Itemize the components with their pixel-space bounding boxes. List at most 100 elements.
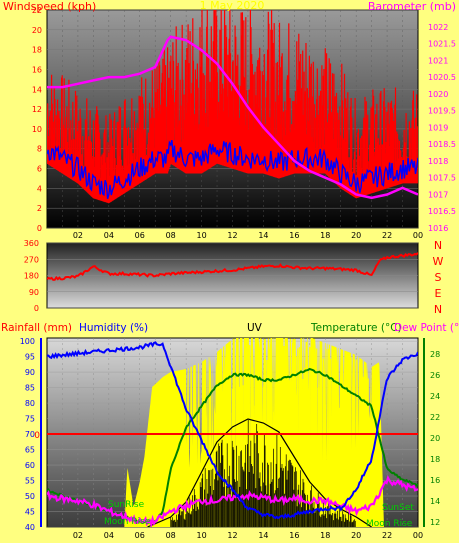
uv-label: UV: [247, 322, 263, 334]
time-tick-label: 10: [196, 531, 206, 540]
wind-tick-label: 6: [37, 165, 42, 174]
dewpoint-line: [47, 474, 418, 527]
direction-tick-label: 270: [24, 255, 39, 264]
compass-labels: N W S E N: [433, 239, 444, 316]
humidity-tick-label: 85: [25, 384, 35, 393]
time-tick-label: 18: [320, 231, 330, 240]
wind-tick-label: 18: [32, 46, 42, 55]
temperature-tick-label: 18: [430, 455, 440, 464]
humidity-tick-label: 45: [25, 508, 35, 517]
humidity-tick-label: 95: [25, 353, 35, 362]
humidity-tick-label: 90: [25, 368, 35, 377]
barometer-tick-label: 1016: [428, 224, 448, 233]
time-tick-label: 04: [104, 531, 114, 540]
barometer-axis-ticks: 1016 1016.5 1017 1017.5 1018 1018.5 1019 1019.5…: [428, 23, 456, 233]
humidity-tick-label: 55: [25, 477, 35, 486]
wind-tick-label: 2: [37, 204, 42, 213]
humidity-tick-label: 75: [25, 415, 35, 424]
wind-tick-label: 20: [32, 26, 42, 35]
compass-label-w: W: [433, 255, 444, 268]
time-tick-label: 22: [382, 231, 392, 240]
wind-direction-series: [47, 252, 418, 281]
humidity-tick-label: 80: [25, 399, 35, 408]
humidity-tick-label: 65: [25, 446, 35, 455]
rainfall-label: Rainfall (mm): [1, 322, 72, 334]
time-tick-label: 08: [166, 531, 176, 540]
barometer-tick-label: 1021.5: [428, 40, 456, 49]
direction-tick-label: 90: [29, 288, 39, 297]
barometer-tick-label: 1017.5: [428, 174, 456, 183]
compass-label-s: S: [435, 271, 442, 284]
time-tick-label: 18: [320, 531, 330, 540]
temperature-tick-label: 22: [430, 413, 440, 422]
compass-label-e: E: [435, 287, 442, 300]
barometer-label: Barometer (mb): [368, 0, 456, 13]
dewpoint-series: [47, 474, 418, 527]
time-tick-label: 16: [289, 531, 299, 540]
wind-tick-label: 0: [37, 224, 42, 233]
wind-direction-line: [47, 252, 418, 281]
time-tick-label: 00: [413, 531, 423, 540]
temperature-tick-label: 16: [430, 476, 440, 485]
compass-label-n-top: N: [434, 239, 442, 252]
barometer-tick-label: 1016.5: [428, 207, 456, 216]
temperature-tick-label: 28: [430, 350, 440, 359]
temperature-axis-ticks: 12 14 16 18 20 22 24 26 28: [430, 350, 440, 527]
time-tick-label: 10: [196, 231, 206, 240]
humidity-label: Humidity (%): [79, 322, 148, 334]
temperature-tick-label: 24: [430, 392, 440, 401]
time-tick-label: 02: [73, 231, 83, 240]
barometer-line: [47, 35, 418, 200]
wind-average-series: [47, 140, 418, 200]
dewpoint-label: Dew Point (°C): [394, 322, 459, 334]
moonrise-label: Moon Rise: [104, 517, 151, 527]
temperature-tick-label: 20: [430, 434, 440, 443]
time-tick-label: 02: [73, 531, 83, 540]
solar-envelope: [147, 418, 372, 527]
humidity-line: [47, 341, 418, 520]
wind-grid: [47, 9, 418, 229]
barometer-tick-label: 1020.5: [428, 73, 456, 82]
time-tick-label: 08: [166, 231, 176, 240]
moonset-label: Moon Rise: [366, 519, 413, 529]
humidity-tick-label: 70: [25, 430, 35, 439]
humidity-tick-label: 50: [25, 492, 35, 501]
wind-tick-label: 12: [32, 105, 42, 114]
sunset-label: SunSet: [382, 503, 414, 513]
wind-axis-ticks: 0 2 4 6 8 10 12 14 16 18 20 22: [32, 6, 42, 233]
barometer-tick-label: 1020: [428, 90, 448, 99]
wind-tick-label: 16: [32, 65, 42, 74]
time-tick-label: 12: [227, 231, 237, 240]
time-tick-label: 06: [135, 531, 145, 540]
temperature-label: Temperature (°C): [310, 322, 402, 334]
direction-tick-label: 360: [24, 239, 39, 248]
uv-area: [124, 338, 384, 527]
direction-tick-label: 0: [34, 304, 39, 313]
time-tick-label: 00: [413, 231, 423, 240]
rainfall-zero-label: 0: [34, 431, 40, 441]
humidity-series: [47, 341, 418, 520]
sunrise-label: SunRise: [108, 500, 145, 510]
time-axis-ticks-top: 02 04 06 08 10 12 14 16 18 20 22 00: [73, 231, 423, 240]
barometer-tick-label: 1019: [428, 123, 448, 132]
time-tick-label: 14: [258, 231, 268, 240]
time-axis-ticks-bottom: 02 04 06 08 10 12 14 16 18 20 22 00: [73, 531, 423, 540]
humidity-tick-label: 100: [20, 337, 35, 346]
time-tick-label: 20: [351, 531, 361, 540]
temperature-tick-label: 14: [430, 497, 440, 506]
time-tick-label: 20: [351, 231, 361, 240]
wind-tick-label: 10: [32, 125, 42, 134]
wind-tick-label: 14: [32, 85, 42, 94]
time-tick-label: 12: [227, 531, 237, 540]
time-tick-label: 22: [382, 531, 392, 540]
chart-date-title: 1 May 2020: [200, 0, 265, 12]
humidity-tick-label: 60: [25, 461, 35, 470]
wind-tick-label: 8: [37, 145, 42, 154]
time-tick-label: 16: [289, 231, 299, 240]
direction-tick-label: 180: [24, 272, 39, 281]
barometer-tick-label: 1022: [428, 23, 448, 32]
barometer-tick-label: 1017: [428, 190, 448, 199]
barometer-tick-label: 1019.5: [428, 107, 456, 116]
humidity-tick-label: 40: [25, 523, 35, 532]
